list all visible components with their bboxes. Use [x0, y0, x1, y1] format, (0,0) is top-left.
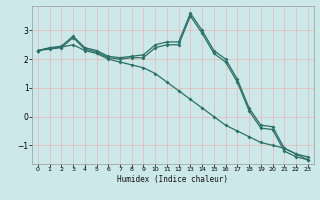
X-axis label: Humidex (Indice chaleur): Humidex (Indice chaleur) [117, 175, 228, 184]
